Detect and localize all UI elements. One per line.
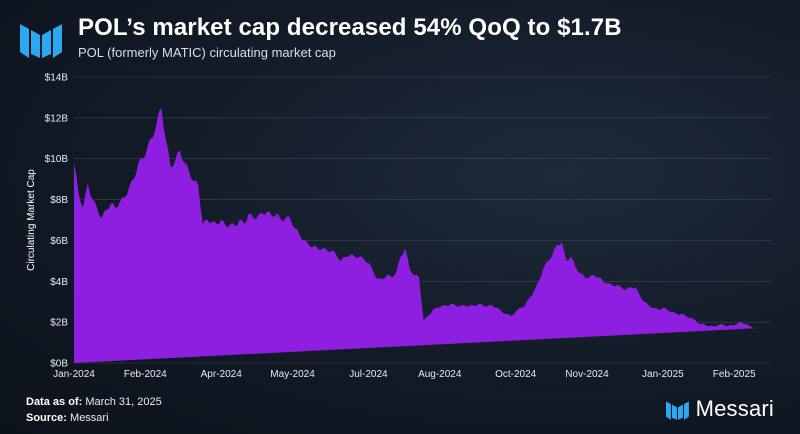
brand: Messari — [665, 396, 774, 422]
data-as-of-label: Data as of: — [26, 396, 83, 408]
chart-subtitle: POL (formerly MATIC) circulating market … — [78, 45, 336, 60]
x-tick-label: Feb-2025 — [713, 369, 756, 380]
header: POL’s market cap decreased 54% QoQ to $1… — [20, 14, 622, 64]
y-tick-label: $14B — [45, 73, 69, 84]
y-axis-ticks: $0B $2B $4B $6B $8B $10B $12B $14B — [45, 73, 69, 370]
chart-title: POL’s market cap decreased 54% QoQ to $1… — [78, 14, 622, 41]
x-tick-label: Jul-2024 — [349, 369, 388, 380]
x-tick-label: Feb-2024 — [124, 369, 167, 380]
x-tick-label: Oct-2024 — [495, 369, 537, 380]
y-tick-label: $12B — [45, 113, 69, 124]
x-tick-label: Aug-2024 — [418, 369, 462, 380]
source-label: Source: — [26, 412, 67, 424]
data-as-of: Data as of: March 31, 2025 — [26, 394, 162, 410]
messari-logo-icon — [20, 24, 62, 58]
x-tick-label: Apr-2024 — [201, 369, 243, 380]
messari-brand-icon — [665, 401, 689, 420]
y-tick-label: $4B — [50, 277, 68, 288]
x-axis-ticks: Jan-2024 Feb-2024 Apr-2024 May-2024 Jul-2024… — [53, 369, 756, 380]
brand-name: Messari — [695, 396, 774, 421]
market-cap-area — [74, 107, 755, 363]
y-tick-label: $8B — [50, 195, 68, 206]
x-tick-label: Jan-2025 — [642, 369, 684, 380]
y-tick-label: $2B — [50, 318, 68, 329]
x-tick-label: May-2024 — [270, 369, 315, 380]
source-value: Messari — [70, 412, 109, 424]
y-tick-label: $6B — [50, 236, 68, 247]
title-block: POL’s market cap decreased 54% QoQ to $1… — [78, 14, 622, 60]
footer: Data as of: March 31, 2025 Source: Messa… — [26, 394, 162, 426]
market-cap-chart: $0B $2B $4B $6B $8B $10B $12B $14B Jan-2024 Feb-… — [26, 73, 771, 380]
y-tick-label: $10B — [45, 154, 69, 165]
source: Source: Messari — [26, 410, 162, 426]
y-tick-label: $0B — [50, 359, 68, 370]
data-as-of-value: March 31, 2025 — [85, 396, 162, 408]
x-tick-label: Nov-2024 — [565, 369, 609, 380]
x-tick-label: Jan-2024 — [53, 369, 95, 380]
y-axis-label: Circulating Market Cap — [26, 169, 37, 271]
